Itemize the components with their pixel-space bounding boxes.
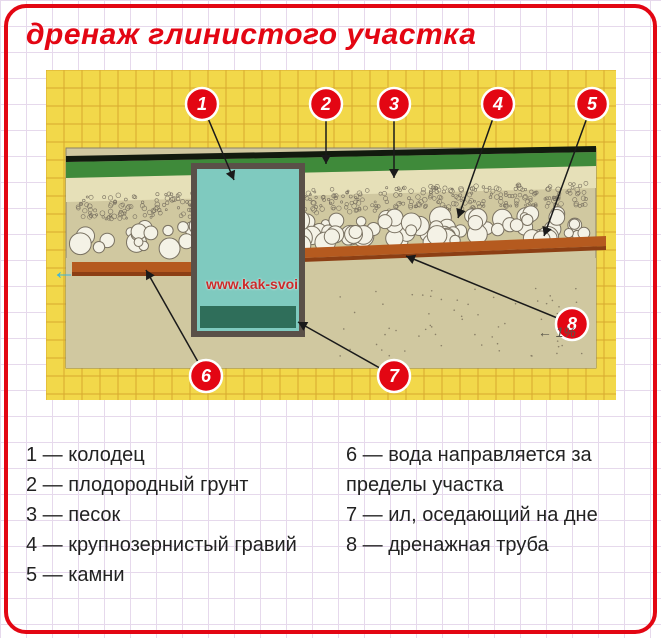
legend-item: 6 — вода направляется за пределы участка	[346, 440, 636, 500]
legend-item: 7 — ил, оседающий на дне	[346, 500, 636, 530]
legend-item: 4 — крупнозернистый гравий	[26, 530, 316, 560]
svg-text:5: 5	[587, 94, 598, 114]
legend-item: 5 — камни	[26, 560, 316, 590]
watermark-text: www.kak-svoi	[206, 276, 298, 292]
legend-item: 2 — плодородный грунт	[26, 470, 316, 500]
diagram-svg: 12345678	[46, 70, 616, 400]
water-arrow-icon: ←	[52, 258, 76, 286]
legend-item: 3 — песок	[26, 500, 316, 530]
svg-text:6: 6	[201, 366, 212, 386]
svg-text:7: 7	[389, 366, 400, 386]
legend: 1 — колодец2 — плодородный грунт3 — песо…	[26, 440, 636, 590]
page-title: дренаж глинистого участка	[26, 18, 476, 52]
legend-item: 8 — дренажная труба	[346, 530, 636, 560]
legend-left: 1 — колодец2 — плодородный грунт3 — песо…	[26, 440, 316, 590]
legend-right: 6 — вода направляется за пределы участка…	[346, 440, 636, 590]
legend-item: 1 — колодец	[26, 440, 316, 470]
svg-text:4: 4	[492, 94, 503, 114]
slope-label: ← 1%	[538, 324, 576, 340]
svg-text:2: 2	[320, 94, 331, 114]
svg-text:1: 1	[197, 94, 207, 114]
svg-text:3: 3	[389, 94, 399, 114]
diagram-container: 12345678 ← ← 1% www.kak-svoi	[46, 70, 616, 400]
